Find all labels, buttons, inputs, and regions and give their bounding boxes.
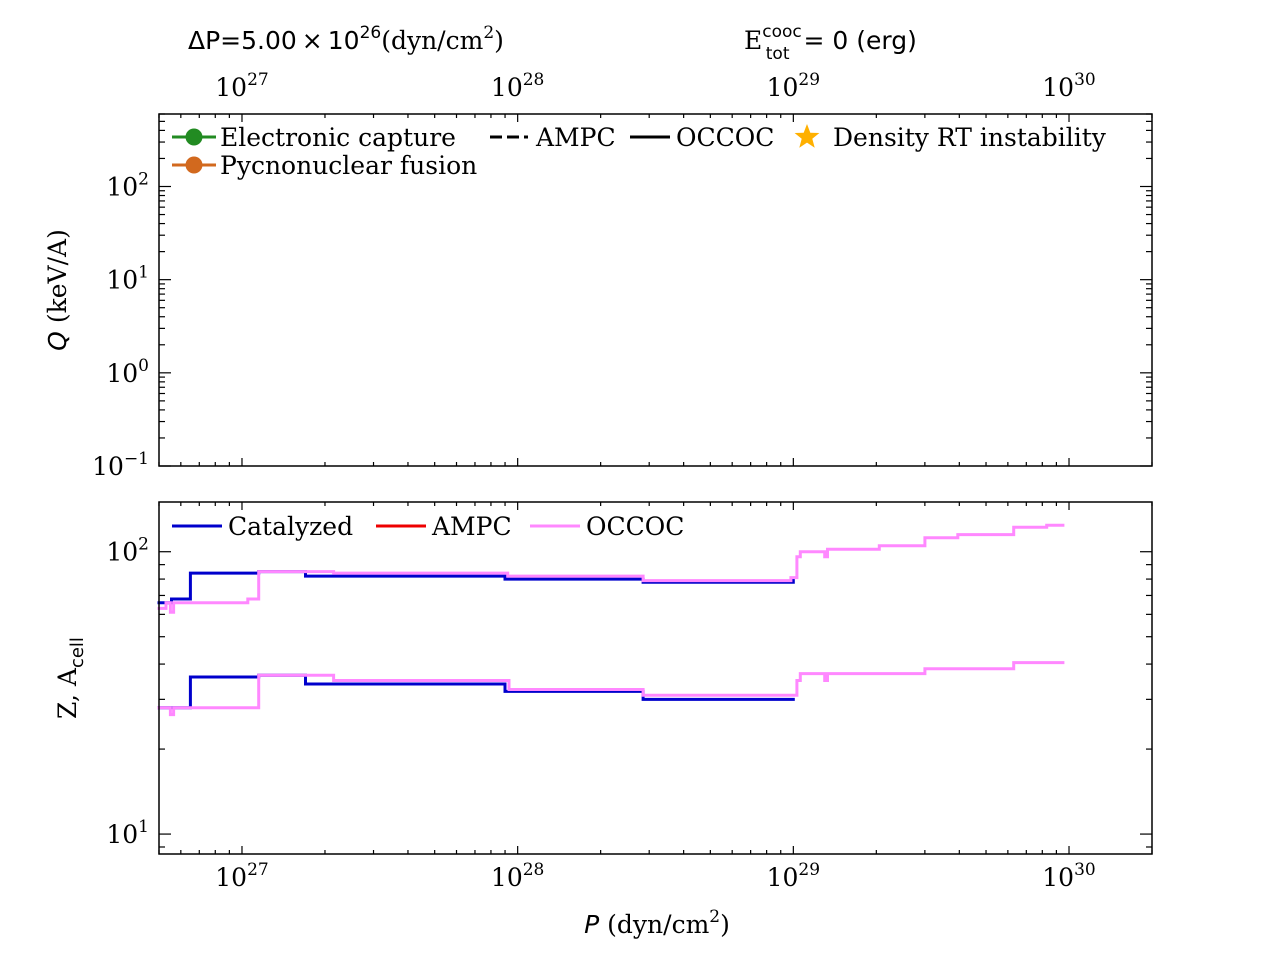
star-icon — [794, 124, 820, 148]
dp-unit-close: ) — [494, 26, 504, 55]
legend-pycnonuclear-marker — [185, 156, 203, 174]
energy-symbol: E — [744, 26, 762, 55]
legend-pycnonuclear-label: Pycnonuclear fusion — [220, 151, 477, 180]
dp-exp: 26 — [360, 23, 382, 43]
top-axis-y-tick-labels: 10−1 100 101 102 — [92, 169, 149, 481]
svg-text:ΔP=5.00×1026(dyn/cm2): ΔP=5.00 × 1026(dyn/cm2) — [188, 23, 504, 55]
series-occoc-z — [157, 661, 1065, 717]
energy-rest: = 0 (erg) — [803, 26, 916, 55]
energy-sup: cooc — [762, 22, 802, 42]
x-tick-label: 1029 — [767, 70, 820, 102]
y-tick-label: 100 — [106, 356, 149, 388]
dp-prefix: ΔP=5.00 — [188, 26, 297, 55]
top-y-axis-label: Q(keV/A) — [43, 229, 72, 351]
y-tick-label: 102 — [106, 169, 149, 201]
top-axis-x-tick-labels: 1027 1028 1029 1030 — [215, 70, 1095, 102]
legend-occoc-solid-label: OCCOC — [676, 123, 774, 152]
bottom-axis-x-tick-labels: 1027 1028 1029 1030 — [215, 860, 1095, 892]
y-tick-label: 102 — [106, 535, 149, 567]
bottom-panel-frame — [158, 501, 1153, 855]
dp-base: 10 — [328, 26, 360, 55]
legend-catalyzed: Catalyzed — [172, 512, 353, 541]
legend-ampc-dashed-label: AMPC — [535, 123, 616, 152]
bottom-series — [157, 523, 1065, 717]
bottom-panel-ticks — [158, 502, 1153, 854]
x-tick-label: 1028 — [491, 70, 544, 102]
dp-unit-open: (dyn/cm — [381, 26, 483, 55]
legend-catalyzed-label: Catalyzed — [228, 512, 353, 541]
bottom-panel: 1027 1028 1029 1030 101 102 Z, Acell P (dyn/c… — [53, 501, 1153, 939]
x-tick-label: 1027 — [215, 70, 268, 102]
y-tick-label: 10−1 — [92, 449, 149, 481]
x-tick-label: 1029 — [767, 860, 820, 892]
legend-occoc-label: OCCOC — [586, 512, 684, 541]
dp-times: × — [302, 26, 323, 55]
bottom-y-axis-label: Z, Acell — [53, 637, 88, 719]
energy-sub: tot — [766, 44, 790, 64]
series-occoc-a — [157, 523, 1065, 614]
legend-electronic-capture-label: Electronic capture — [220, 123, 456, 152]
legend-occoc-solid: OCCOC — [630, 123, 774, 152]
x-axis-label: P (dyn/cm2) — [584, 907, 730, 939]
y-tick-label: 101 — [106, 817, 149, 849]
legend-occoc: OCCOC — [530, 512, 684, 541]
legend-ampc: AMPC — [376, 512, 512, 541]
legend-ampc-label: AMPC — [431, 512, 512, 541]
dp-unit-exp: 2 — [483, 23, 494, 43]
x-tick-label: 1030 — [1042, 860, 1095, 892]
top-panel-ticks — [158, 113, 1153, 467]
x-tick-label: 1028 — [491, 860, 544, 892]
y-tick-label: 101 — [106, 263, 149, 295]
legend-electronic-capture: Electronic capture — [172, 123, 456, 152]
pressure-step-annotation: ΔP=5.00 × 1026(dyn/cm2) — [188, 23, 504, 55]
legend-density-rt-label: Density RT instability — [833, 123, 1107, 152]
x-tick-label: 1030 — [1042, 70, 1095, 102]
bottom-legend: Catalyzed AMPC OCCOC — [172, 512, 684, 541]
energy-annotation: Ecooc tot = 0 (erg) — [744, 22, 917, 64]
top-panel-frame — [158, 113, 1153, 467]
legend-electronic-capture-marker — [185, 128, 203, 146]
x-tick-label: 1027 — [215, 860, 268, 892]
bottom-axis-y-tick-labels: 101 102 — [106, 535, 149, 849]
top-legend: Electronic capture Pycnonuclear fusion A… — [172, 123, 1107, 180]
legend-density-rt-instability: Density RT instability — [794, 123, 1107, 152]
legend-ampc-dashed: AMPC — [490, 123, 616, 152]
legend-pycnonuclear-fusion: Pycnonuclear fusion — [172, 151, 477, 180]
